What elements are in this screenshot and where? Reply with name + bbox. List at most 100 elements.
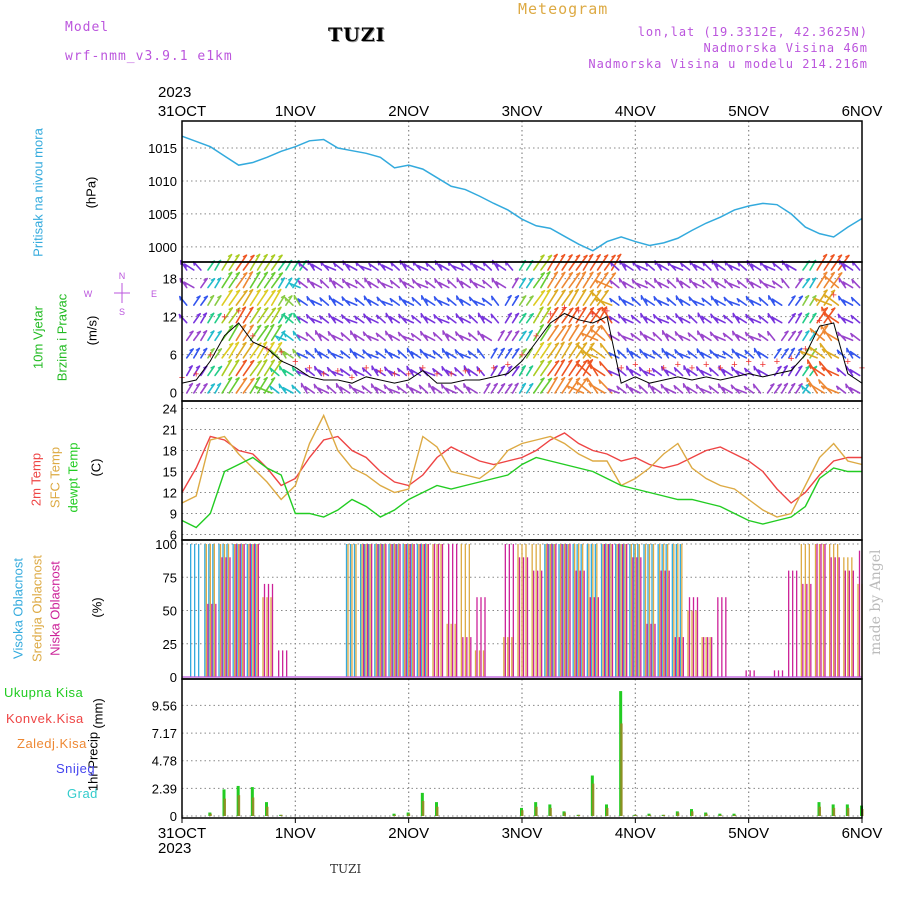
wind-arrow-head bbox=[674, 349, 677, 354]
wind-arrow bbox=[752, 383, 762, 394]
wind-arrow bbox=[575, 271, 587, 289]
wind-arrow bbox=[617, 349, 627, 359]
wind-arrow-head bbox=[823, 275, 827, 280]
wind-arrow-head bbox=[643, 370, 648, 375]
wind-arrow bbox=[473, 264, 486, 271]
wind-arrow bbox=[411, 314, 422, 324]
wind-arrow bbox=[821, 367, 840, 377]
wind-arrow bbox=[263, 307, 277, 324]
wind-arrow-head bbox=[590, 342, 595, 346]
wind-arrow bbox=[390, 261, 401, 271]
wind-arrow-head bbox=[418, 385, 422, 390]
wind-arrow-head bbox=[560, 377, 565, 381]
wind-arrow bbox=[699, 387, 712, 394]
wind-arrow-head bbox=[353, 352, 357, 357]
wind-arrow bbox=[609, 279, 620, 289]
wind-arrow-head bbox=[353, 334, 358, 339]
wind-arrow-head bbox=[216, 382, 221, 387]
wind-arrow bbox=[482, 261, 493, 271]
wind-arrow bbox=[403, 263, 415, 271]
wind-arrow-head bbox=[643, 334, 648, 339]
wind-speed-line bbox=[181, 312, 863, 384]
wind-arrow-head bbox=[217, 365, 222, 369]
wind-arrow-head bbox=[363, 314, 366, 319]
wind-arrow-head bbox=[196, 330, 201, 334]
wind-arrow-head bbox=[420, 331, 423, 336]
wind-arrow bbox=[283, 314, 294, 324]
temp-tick-label: 24 bbox=[163, 402, 177, 417]
wind-arrow bbox=[467, 368, 478, 377]
wind-arrow-head bbox=[241, 324, 247, 328]
gust-mark: + bbox=[618, 362, 624, 374]
wind-arrow-head bbox=[737, 280, 740, 285]
wind-arrow bbox=[728, 282, 741, 289]
wind-arrow bbox=[263, 271, 276, 289]
wind-arrow bbox=[533, 377, 545, 394]
wind-arrow bbox=[193, 330, 202, 342]
wind-arrow bbox=[554, 324, 567, 342]
wind-arrow bbox=[453, 385, 464, 394]
wind-arrow bbox=[607, 388, 620, 394]
wind-arrow-head bbox=[758, 315, 762, 320]
wind-arrow bbox=[816, 289, 828, 306]
wind-arrow-head bbox=[566, 385, 570, 390]
wind-arrow bbox=[836, 349, 847, 359]
precip-tick-label: 0 bbox=[170, 809, 177, 824]
wind-arrow bbox=[402, 317, 415, 324]
wind-arrow-head bbox=[671, 265, 676, 270]
wind-arrow bbox=[249, 376, 261, 394]
wind-arrow bbox=[495, 262, 507, 271]
wind-arrow-head bbox=[596, 254, 601, 258]
pressure-tick-label: 1005 bbox=[148, 207, 177, 222]
wind-arrow-head bbox=[431, 386, 436, 391]
wind-arrow-head bbox=[830, 289, 835, 293]
wind-arrow-head bbox=[242, 342, 247, 346]
wind-arrow-head bbox=[553, 271, 558, 275]
wind-arrow-head bbox=[660, 384, 663, 389]
wind-arrow bbox=[270, 272, 284, 289]
wind-arrow-head bbox=[644, 280, 648, 285]
wind-arrow bbox=[616, 385, 627, 394]
wind-arrow bbox=[652, 331, 663, 342]
wind-arrow-head bbox=[203, 383, 208, 387]
wind-arrow-head bbox=[397, 350, 401, 355]
wind-arrow bbox=[630, 332, 641, 342]
wind-arrow-head bbox=[622, 299, 627, 304]
wind-arrow bbox=[438, 263, 450, 271]
wind-arrow bbox=[283, 332, 294, 342]
wind-arrow bbox=[547, 360, 560, 377]
wind-arrow bbox=[808, 364, 826, 377]
wind-arrow-head bbox=[490, 314, 493, 319]
wind-arrow-head bbox=[388, 352, 393, 357]
wind-arrow bbox=[263, 323, 275, 342]
wind-arrow bbox=[354, 279, 365, 289]
wind-arrow bbox=[340, 332, 351, 342]
wind-arrow bbox=[554, 307, 567, 324]
day-label-top: 31OCT bbox=[158, 103, 206, 120]
wind-arrow bbox=[749, 317, 762, 324]
wind-arrow bbox=[367, 280, 379, 289]
wind-arrow bbox=[842, 281, 854, 289]
wind-arrow-head bbox=[276, 288, 282, 293]
wind-arrow-head bbox=[791, 295, 796, 299]
wind-arrow bbox=[821, 348, 840, 359]
wind-arrow-head bbox=[349, 348, 352, 354]
wind-arrow bbox=[359, 265, 372, 271]
wind-arrow bbox=[367, 298, 379, 306]
wind-arrow-head bbox=[305, 350, 308, 355]
day-label-bottom: 1NOV bbox=[275, 825, 316, 842]
wind-arrow bbox=[715, 262, 726, 271]
wind-arrow-head bbox=[714, 335, 718, 340]
wind-arrow bbox=[735, 388, 748, 394]
wind-arrow-head bbox=[611, 272, 616, 276]
wind-arrow bbox=[802, 330, 810, 342]
wind-arrow bbox=[809, 365, 818, 377]
wind-arrow bbox=[455, 313, 464, 324]
wind-arrow bbox=[679, 280, 691, 289]
wind-arrow bbox=[749, 335, 762, 342]
wind-arrow-head bbox=[653, 314, 656, 319]
precip-conv-bar bbox=[634, 814, 637, 816]
wind-arrow bbox=[749, 299, 762, 306]
gust-mark: + bbox=[816, 315, 822, 327]
wind-arrow-head bbox=[580, 332, 585, 337]
